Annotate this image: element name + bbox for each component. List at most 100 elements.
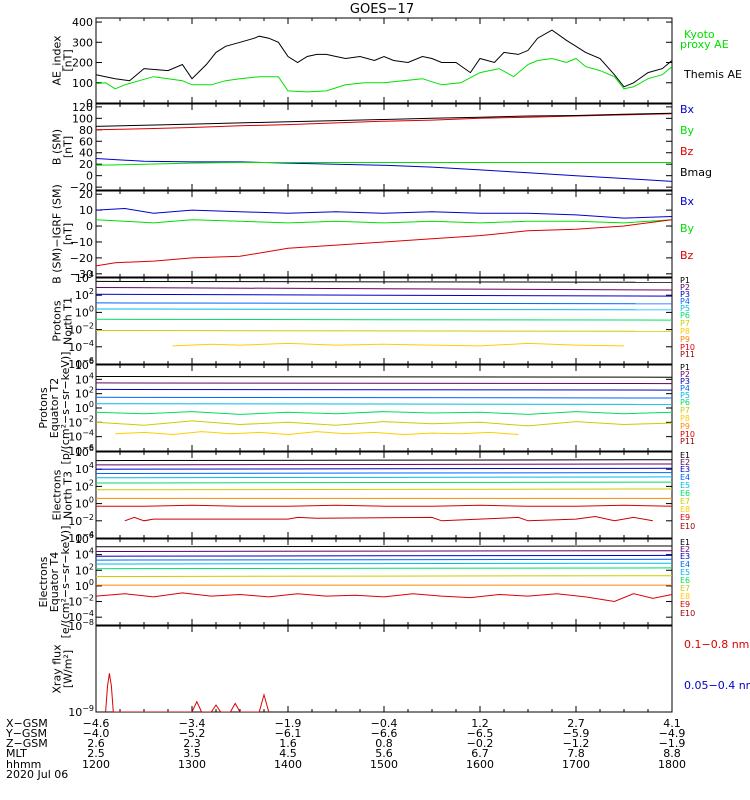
series-group bbox=[105, 673, 270, 712]
legend-entry: E4 bbox=[680, 560, 690, 569]
x-axis-row-label: MLT bbox=[6, 747, 27, 760]
y-tick-label: 10−2 bbox=[68, 322, 94, 337]
x-axis-value: 2.7 bbox=[567, 717, 585, 730]
legend-entry: Bz bbox=[680, 249, 694, 262]
y-tick-label: 102 bbox=[75, 478, 94, 493]
y-tick-label: 300 bbox=[72, 36, 93, 49]
date-label: 2020 Jul 06 bbox=[6, 768, 68, 781]
series-line-kyoto-proxy-ae bbox=[96, 57, 672, 93]
x-axis-value: −1.9 bbox=[659, 737, 686, 750]
y-tick-label: 120 bbox=[72, 101, 93, 114]
x-axis-value: 1200 bbox=[82, 758, 110, 771]
x-axis-value: 8.8 bbox=[663, 747, 681, 760]
series-line-e1 bbox=[96, 545, 672, 548]
series-line-p1 bbox=[96, 280, 672, 283]
legend-entry: P3 bbox=[680, 290, 690, 299]
series-line-e3 bbox=[96, 467, 672, 470]
y-tick-label: −30 bbox=[70, 268, 93, 281]
legend-entry: 0.1−0.8 nm bbox=[684, 638, 749, 651]
y-tick-label: 104 bbox=[75, 270, 94, 285]
legend-entry: E7 bbox=[680, 584, 690, 593]
series-line-e9 bbox=[96, 504, 672, 507]
y-tick-label: 0 bbox=[86, 170, 93, 183]
y-axis-label: Xray flux bbox=[51, 644, 64, 694]
legend-entry: E2 bbox=[680, 458, 690, 467]
y-axis-label: [nT] bbox=[62, 223, 75, 245]
legend-entry: P9 bbox=[680, 335, 690, 344]
legend-entry: E4 bbox=[680, 473, 690, 482]
series-line-e7 bbox=[96, 488, 672, 491]
legend-entry: E9 bbox=[680, 600, 690, 609]
panel-bigrf: −30 −20 −10 0 10 20 B (SM)−IGRF (SM)[nT] Bx By Bz bbox=[51, 184, 695, 284]
legend-entry: Bmag bbox=[680, 166, 712, 179]
y-tick-label: 10−9 bbox=[68, 704, 94, 719]
series-line-p5 bbox=[96, 308, 672, 311]
y-axis-label: B (SM) bbox=[51, 129, 64, 165]
legend-entry: P9 bbox=[680, 422, 690, 431]
y-tick-label: 10−4 bbox=[68, 429, 94, 444]
x-axis-value: −0.2 bbox=[467, 737, 494, 750]
legend-entry: E1 bbox=[680, 538, 690, 547]
y-tick-label: 60 bbox=[79, 135, 93, 148]
series-line-p4 bbox=[96, 396, 672, 399]
legend-entry: P1 bbox=[680, 276, 690, 285]
y-axis-label: AE_index bbox=[51, 35, 64, 86]
series-line-e6 bbox=[96, 481, 672, 484]
figure-title: GOES−17 bbox=[350, 2, 414, 17]
series-line-e4 bbox=[96, 472, 672, 474]
series-line-e2 bbox=[96, 463, 672, 466]
x-axis-row-label: Y−GSM bbox=[5, 727, 47, 740]
y-tick-label: 10−2 bbox=[68, 513, 94, 528]
y-axis-label: Electrons bbox=[51, 469, 64, 520]
y-tick-label: 10−2 bbox=[68, 414, 94, 429]
series-group bbox=[96, 112, 672, 182]
legend-entry: P2 bbox=[680, 370, 690, 379]
x-axis-value: 4.1 bbox=[663, 717, 681, 730]
y-tick-label: 200 bbox=[72, 57, 93, 70]
series-group bbox=[96, 29, 672, 93]
x-axis-value: 2.6 bbox=[87, 737, 105, 750]
y-tick-label: 40 bbox=[79, 147, 93, 160]
legend-entry: E5 bbox=[680, 568, 690, 577]
y-tick-label: 106 bbox=[75, 357, 94, 372]
y-tick-label: 100 bbox=[75, 400, 94, 415]
y-tick-label: 400 bbox=[72, 16, 93, 29]
series-line-0-1-0-8-nm bbox=[105, 673, 270, 712]
y-axis-label: North T1 bbox=[62, 297, 75, 345]
x-axis-row-label: Z−GSM bbox=[6, 737, 48, 750]
y-tick-label: −20 bbox=[70, 181, 93, 194]
y-axis-label: Electrons bbox=[37, 556, 50, 607]
series-line-bz bbox=[96, 219, 672, 267]
legend-entry: P7 bbox=[680, 406, 690, 415]
y-axis-label: Protons bbox=[51, 300, 64, 341]
series-line-p6 bbox=[96, 411, 672, 415]
x-axis-value: −4.0 bbox=[83, 727, 110, 740]
series-line-p8 bbox=[115, 431, 519, 436]
legend-entry: P3 bbox=[680, 377, 690, 386]
y-tick-label: 10−6 bbox=[68, 443, 94, 458]
y-tick-label: 10−4 bbox=[68, 530, 94, 545]
y-tick-label: 10−8 bbox=[68, 618, 94, 633]
legend-entry: Bx bbox=[680, 195, 695, 208]
y-axis-label: Equator T4 bbox=[48, 552, 61, 612]
y-tick-label: 102 bbox=[75, 287, 94, 302]
y-tick-label: 10−2 bbox=[68, 594, 94, 609]
legend-entry: E5 bbox=[680, 481, 690, 490]
y-axis-label: [W/m²] bbox=[62, 650, 75, 688]
y-tick-label: −20 bbox=[70, 252, 93, 265]
x-axis-row-label: hhmm bbox=[6, 758, 41, 771]
legend-entry: P4 bbox=[680, 384, 690, 393]
legend-entry: E8 bbox=[680, 505, 690, 514]
x-axis-value: 6.7 bbox=[471, 747, 489, 760]
legend-entry: E10 bbox=[680, 522, 695, 531]
y-tick-label: 106 bbox=[75, 531, 94, 546]
series-group bbox=[96, 459, 672, 522]
x-axis-value: −6.6 bbox=[371, 727, 398, 740]
legend-entry: proxy AE bbox=[680, 38, 729, 51]
series-line-p7 bbox=[96, 330, 672, 332]
